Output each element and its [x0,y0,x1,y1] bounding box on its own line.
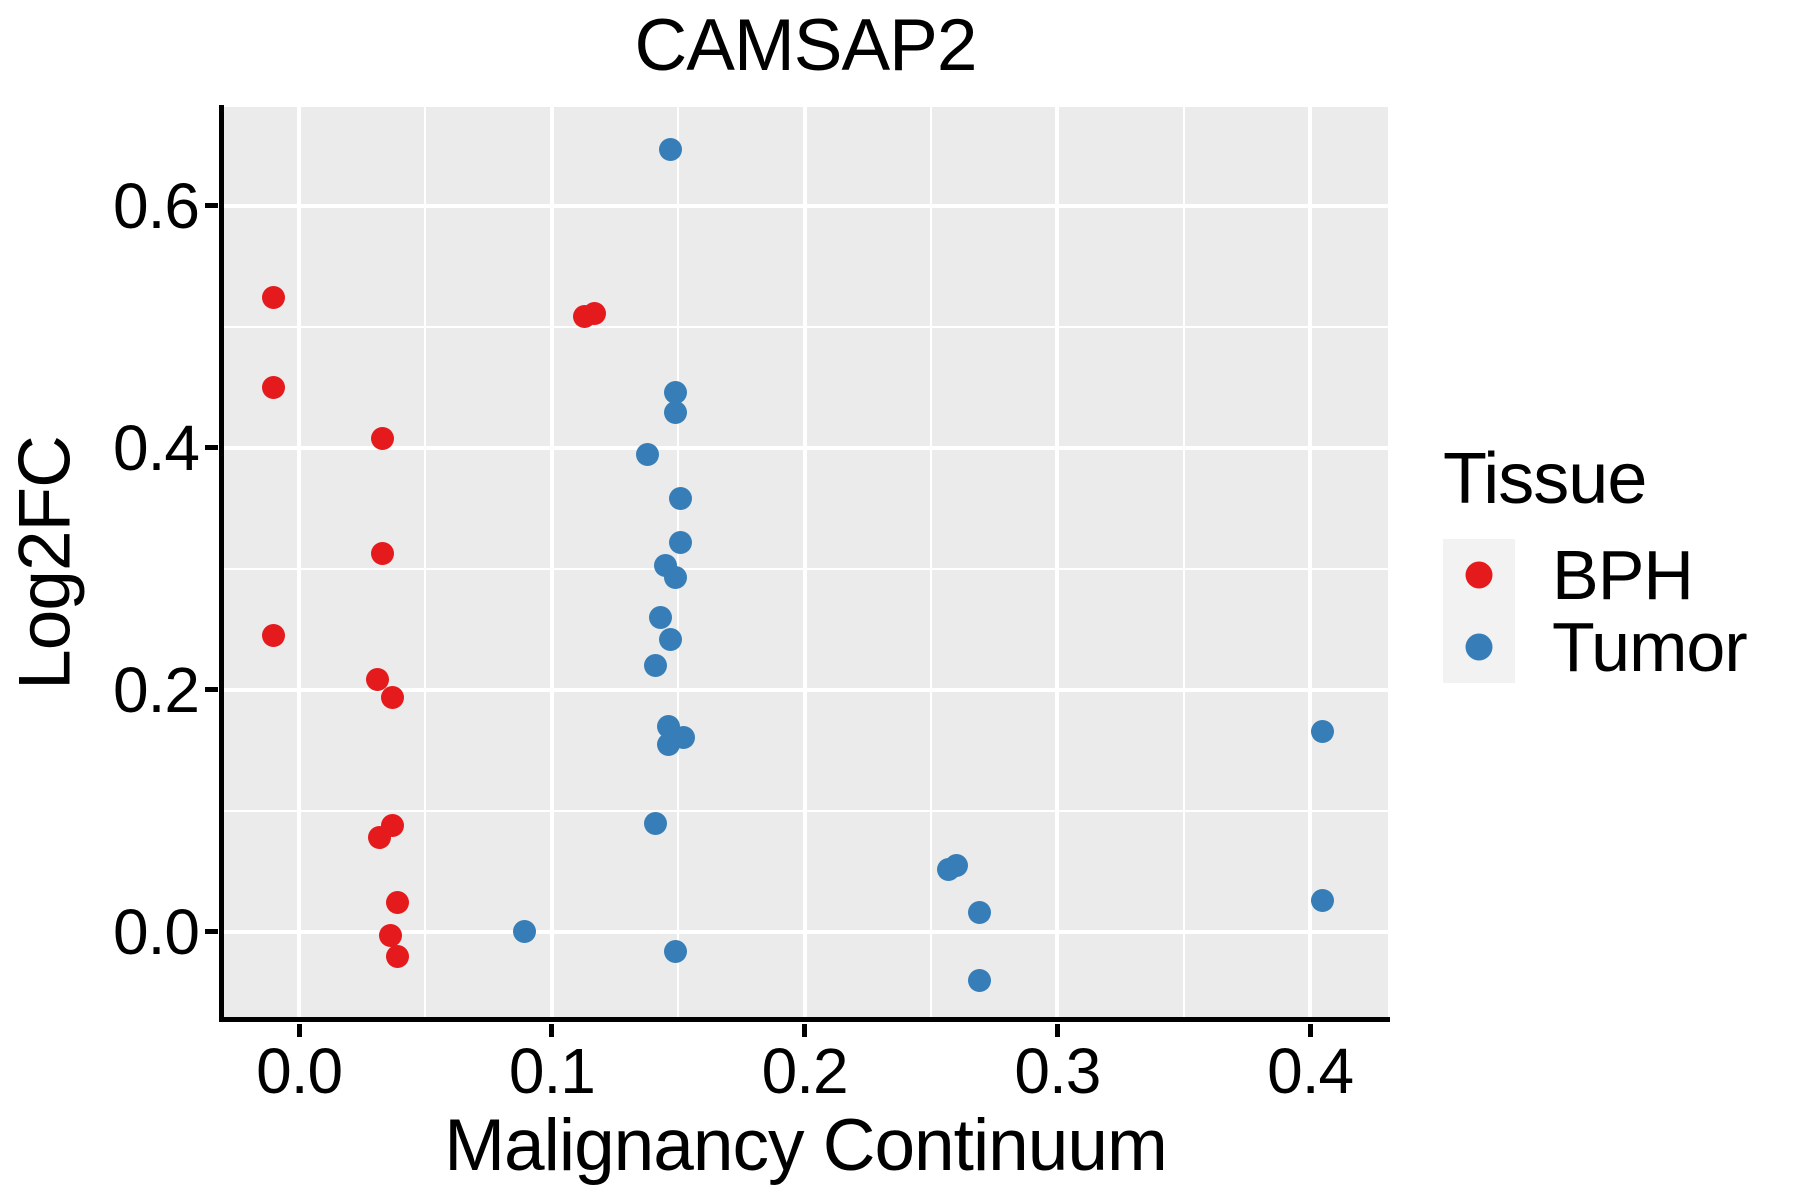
chart-title: CAMSAP2 [634,5,978,86]
y-tick-label: 0.4 [113,411,200,484]
data-point-tumor [664,401,688,425]
major-gridline-horizontal [223,929,1388,934]
data-point-bph [381,685,405,709]
data-point-tumor [656,732,680,756]
minor-gridline-vertical [929,107,932,1019]
data-point-bph [368,826,392,850]
data-point-tumor [1311,719,1335,743]
legend-key-tumor [1443,611,1515,683]
major-gridline-horizontal [223,445,1388,450]
x-tick-label: 0.1 [508,1035,596,1107]
x-tick-mark [296,1024,302,1037]
y-tick-label: 0.0 [113,895,200,968]
y-tick-mark [205,445,218,451]
data-point-tumor [643,654,667,678]
data-point-tumor [944,853,968,877]
minor-gridline-vertical [424,107,427,1019]
data-point-tumor [512,920,536,944]
major-gridline-vertical [297,107,302,1019]
minor-gridline-vertical [677,107,680,1019]
y-tick-mark [205,203,218,209]
data-point-tumor [664,565,688,589]
x-tick-label: 0.2 [761,1035,849,1107]
data-point-bph [386,891,410,915]
data-point-tumor [659,627,683,651]
minor-gridline-vertical [1182,107,1185,1019]
x-tick-label: 0.4 [1267,1035,1354,1107]
y-tick-mark [205,687,218,693]
data-point-tumor [669,530,693,554]
data-point-tumor [967,901,991,925]
data-point-tumor [664,939,688,963]
major-gridline-vertical [1055,107,1060,1019]
y-tick-label: 0.6 [113,169,200,242]
major-gridline-vertical [1308,107,1313,1019]
major-gridline-vertical [549,107,554,1019]
data-point-tumor [967,968,991,992]
legend-title: Tissue [1443,439,1647,519]
legend-key-bph [1443,539,1515,611]
bph-dot-icon [1465,561,1493,589]
data-point-tumor [664,380,688,404]
major-gridline-horizontal [223,687,1388,692]
legend-label-tumor: Tumor [1552,608,1748,686]
plot-panel [223,107,1388,1019]
x-tick-label: 0.0 [256,1035,343,1107]
y-tick-label: 0.2 [113,653,200,726]
legend-label-bph: BPH [1552,536,1694,614]
data-point-tumor [643,811,667,835]
data-point-tumor [1311,889,1335,913]
data-point-tumor [636,442,660,466]
data-point-bph [370,541,394,565]
data-point-tumor [659,137,683,161]
x-tick-mark [1307,1024,1313,1037]
x-tick-mark [802,1024,808,1037]
y-tick-mark [205,929,218,935]
x-tick-label: 0.3 [1014,1035,1101,1107]
tumor-dot-icon [1465,633,1493,661]
data-point-bph [378,924,402,948]
major-gridline-vertical [802,107,807,1019]
data-point-tumor [649,605,673,629]
y-axis-line [219,105,224,1021]
data-point-bph [262,624,286,648]
x-tick-mark [549,1024,555,1037]
x-tick-mark [1054,1024,1060,1037]
data-point-bph [370,426,394,450]
data-point-bph [262,286,286,310]
data-point-bph [365,667,389,691]
data-point-tumor [669,487,693,511]
data-point-bph [386,944,410,968]
x-axis-label: Malignancy Continuum [444,1105,1168,1186]
data-point-bph [262,375,286,399]
data-point-bph [583,302,607,326]
major-gridline-horizontal [223,203,1388,208]
x-axis-line [219,1017,1390,1022]
